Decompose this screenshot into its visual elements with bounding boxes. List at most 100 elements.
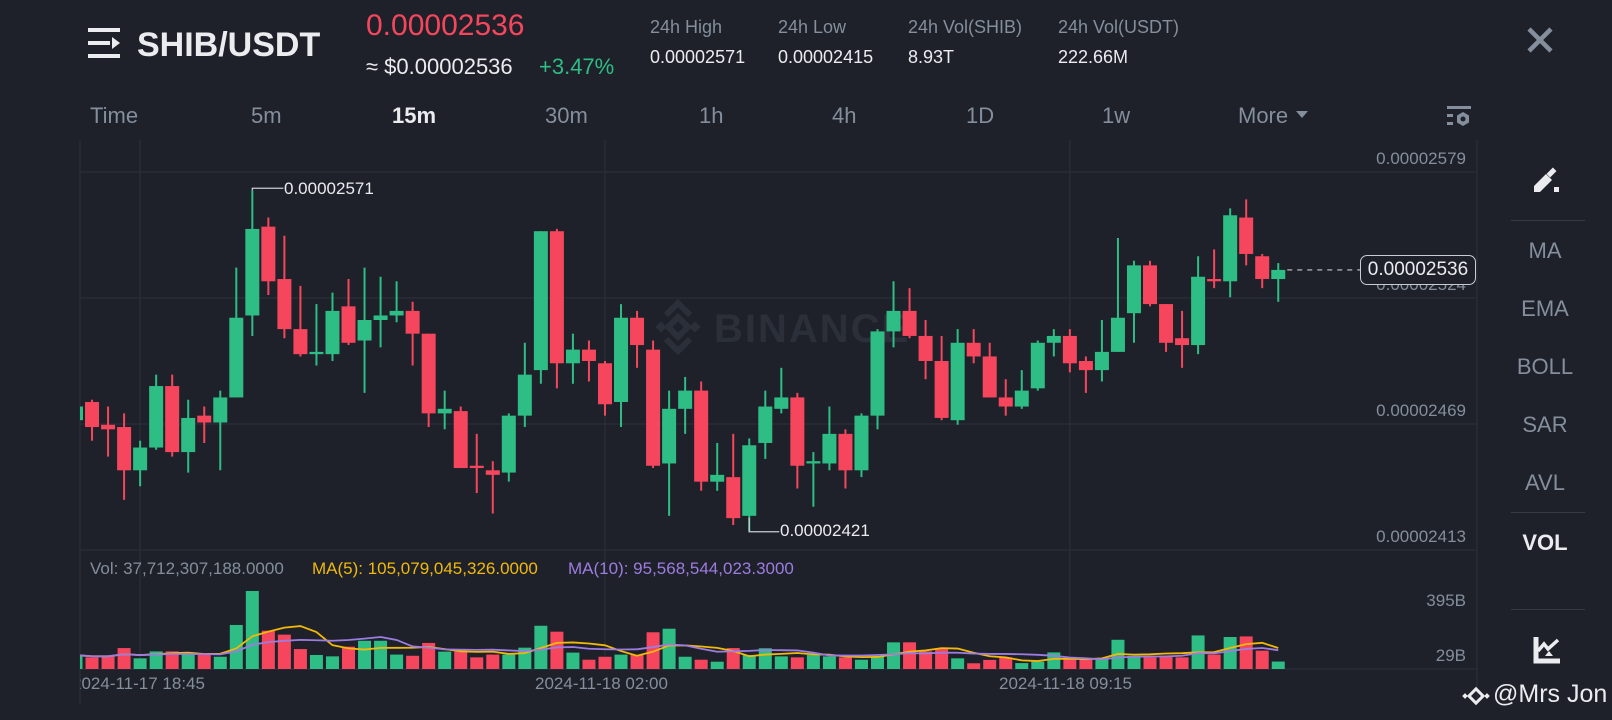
volume-bar <box>694 659 708 669</box>
candle-up <box>309 351 324 355</box>
candle-up <box>229 317 244 398</box>
indicator-sar[interactable]: SAR <box>1522 412 1568 437</box>
timeframe-1d[interactable]: 1D <box>966 103 995 128</box>
candle-up <box>501 415 516 473</box>
stat-24h-vol-quote-label: 24h Vol(USDT) <box>1058 17 1180 37</box>
candle-up <box>1014 390 1029 407</box>
stat-24h-vol-base-label: 24h Vol(SHIB) <box>908 17 1023 37</box>
candle-up <box>437 408 452 414</box>
indicator-ma[interactable]: MA <box>1528 238 1562 263</box>
candle-down <box>1175 338 1190 346</box>
timeframe-1w[interactable]: 1w <box>1102 103 1131 128</box>
volume-bar <box>406 655 420 669</box>
volume-ma5-legend: MA(5): 105,079,045,326.0000 <box>312 559 538 578</box>
candle-up <box>533 231 548 371</box>
volume-bar <box>486 654 500 669</box>
usd-price: ≈ $0.00002536 <box>366 54 513 79</box>
volume-bar <box>1127 655 1141 669</box>
timeframe-15m[interactable]: 15m <box>392 103 437 128</box>
volume-bar <box>1031 661 1045 669</box>
chart-settings-icon[interactable] <box>1446 104 1472 130</box>
stat-24h-vol-base-value: 8.93T <box>908 47 955 67</box>
volume-ma10-legend: MA(10): 95,568,544,023.3000 <box>568 559 794 578</box>
candle-down <box>1078 361 1093 371</box>
indicator-ema[interactable]: EMA <box>1521 296 1569 321</box>
pair-title[interactable]: SHIB/USDT <box>137 26 321 64</box>
volume-bar <box>438 651 452 669</box>
volume-bar <box>710 661 724 669</box>
volume-bar <box>101 656 115 669</box>
timeframe-4h[interactable]: 4h <box>832 103 857 128</box>
candle-up <box>517 374 532 416</box>
candle-up <box>357 320 372 341</box>
candle-up <box>886 310 901 332</box>
candle-up <box>870 331 885 416</box>
candle-down <box>966 342 981 357</box>
volume-bar <box>983 659 997 669</box>
timeframe-5m[interactable]: 5m <box>251 103 282 128</box>
volume-bar <box>742 654 756 669</box>
candle-up <box>389 310 404 316</box>
candle-down <box>1207 279 1222 282</box>
volume-bar <box>871 656 884 669</box>
candle-down <box>998 397 1013 407</box>
volume-ma10-line <box>80 636 1279 661</box>
sidebar-divider <box>1511 609 1585 610</box>
volume-bar <box>117 648 131 669</box>
timeframe-30m[interactable]: 30m <box>545 103 588 128</box>
volume-bar <box>165 651 179 669</box>
pencil-draw-icon[interactable] <box>1532 166 1562 194</box>
candle-down <box>485 470 500 475</box>
volume-bar <box>261 630 275 669</box>
candle-up <box>80 406 83 421</box>
volume-bar <box>662 628 676 669</box>
volume-bar <box>550 631 564 669</box>
volume-bar <box>598 656 612 669</box>
volume-bar <box>1063 658 1077 669</box>
candle-up <box>181 417 196 453</box>
stat-24h-low-value: 0.00002415 <box>778 47 874 67</box>
indicator-boll[interactable]: BOLL <box>1516 354 1574 379</box>
candle-down <box>421 333 436 414</box>
candle-down <box>117 427 132 471</box>
candle-down <box>405 310 420 334</box>
volume-bar <box>1255 650 1269 669</box>
volume-bar <box>566 652 580 669</box>
close-icon[interactable] <box>1526 26 1554 54</box>
indicator-vol[interactable]: VOL <box>1522 530 1568 555</box>
volume-max-label: 395B <box>1426 591 1466 610</box>
candle-up <box>1046 335 1061 343</box>
time-tick-label: 2024-11-18 09:15 <box>999 674 1132 693</box>
volume-bar <box>470 657 484 669</box>
timeframe-more[interactable]: More <box>1238 103 1309 129</box>
candle-down <box>1143 265 1158 305</box>
volume-bar <box>903 642 917 669</box>
candle-down <box>165 386 180 453</box>
volume-bar <box>229 624 243 669</box>
candle-down <box>453 411 468 469</box>
candle-up <box>245 228 260 316</box>
candle-down <box>197 415 212 423</box>
candle-up <box>213 397 228 423</box>
indicator-chart-icon[interactable] <box>1533 636 1561 664</box>
volume-bar <box>277 634 291 669</box>
timeframe-1h[interactable]: 1h <box>699 103 724 128</box>
more-label: More <box>1238 103 1289 128</box>
volume-bar <box>758 648 772 669</box>
volume-bar <box>726 648 740 669</box>
candle-up <box>1271 269 1286 280</box>
volume-bar <box>358 640 372 669</box>
volume-bar <box>838 657 852 669</box>
menu-icon[interactable] <box>88 27 120 59</box>
timeframe-time[interactable]: Time <box>90 103 139 128</box>
volume-bar <box>374 640 388 669</box>
indicator-avl[interactable]: AVL <box>1525 470 1565 495</box>
volume-bar <box>309 654 323 669</box>
stat-24h-high-value: 0.00002571 <box>650 47 746 67</box>
price-tick-label: 0.00002579 <box>1376 149 1466 168</box>
volume-bar <box>1207 654 1221 669</box>
volume-bar <box>967 663 981 669</box>
candle-down <box>261 226 276 282</box>
candle-down <box>646 349 661 466</box>
